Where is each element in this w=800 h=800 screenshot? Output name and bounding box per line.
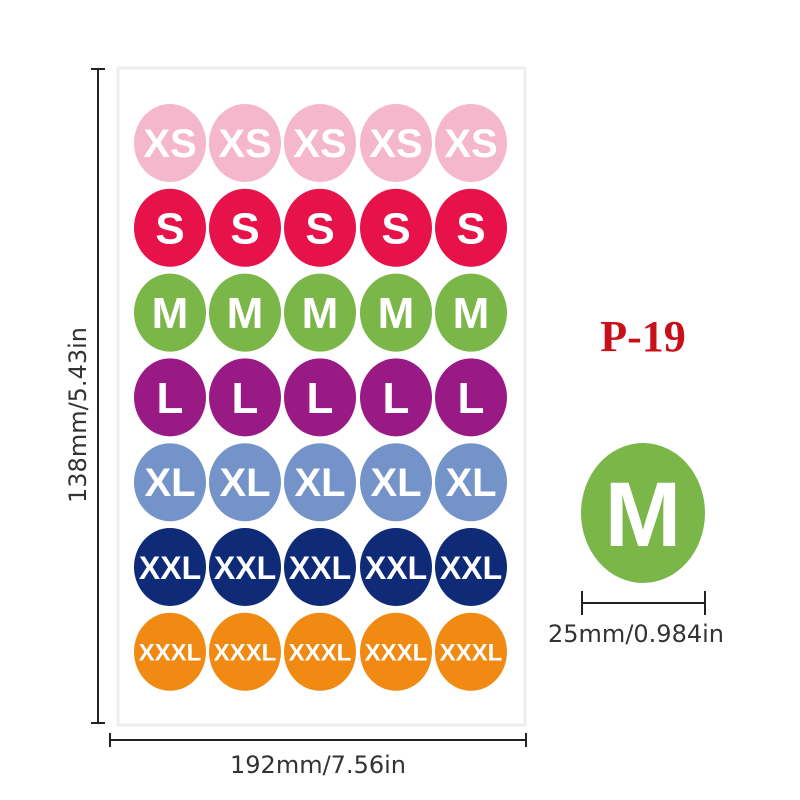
sticker-label: XXL — [365, 550, 427, 586]
sticker-label: L — [307, 374, 334, 423]
sticker — [435, 358, 507, 437]
sticker-label: S — [381, 204, 410, 253]
sticker — [284, 188, 356, 267]
sticker — [134, 528, 206, 606]
sticker-label: XXL — [214, 550, 276, 586]
sticker-label: M — [453, 289, 490, 338]
sticker-label: S — [230, 204, 259, 253]
sticker-label: S — [456, 204, 485, 253]
sticker-label: M — [605, 464, 682, 566]
sticker-label: XXL — [440, 550, 502, 586]
sticker — [134, 104, 206, 182]
sticker-label: L — [383, 374, 410, 423]
sticker-label: XXXL — [365, 639, 428, 666]
sticker-label: XL — [144, 461, 195, 505]
sticker-label: XS — [218, 122, 271, 166]
sticker — [134, 273, 206, 352]
sticker-label: M — [378, 289, 415, 338]
sticker-label: S — [305, 204, 334, 253]
sticker-label: XS — [293, 122, 346, 166]
sticker-label: XS — [369, 122, 422, 166]
sticker — [360, 188, 432, 267]
sticker — [134, 443, 206, 522]
sticker — [435, 188, 507, 267]
height-dimension: 138mm/5.43in — [64, 68, 105, 724]
sticker — [284, 528, 356, 606]
sticker-label: XXXL — [139, 639, 202, 666]
sticker-label: XXXL — [214, 639, 277, 666]
sticker-label: XXXL — [289, 639, 352, 666]
sticker-label: L — [458, 374, 485, 423]
sticker-label: XL — [219, 461, 270, 505]
sample-dimension: 25mm/0.984in — [548, 591, 724, 648]
sticker-label: L — [232, 374, 259, 423]
sticker — [360, 273, 432, 352]
sticker-label: L — [157, 374, 184, 423]
sticker — [209, 104, 281, 182]
sticker — [209, 188, 281, 267]
height-label: 138mm/5.43in — [64, 327, 92, 503]
sticker-label: XL — [294, 461, 345, 505]
sticker — [284, 612, 356, 691]
sticker — [284, 443, 356, 522]
sample-sticker: M — [581, 443, 705, 583]
width-dimension: 192mm/7.56in — [109, 733, 527, 779]
diameter-label: 25mm/0.984in — [548, 620, 724, 648]
sticker — [360, 358, 432, 437]
sticker — [209, 443, 281, 522]
sticker — [435, 104, 507, 182]
sticker — [581, 443, 705, 583]
sticker — [209, 612, 281, 691]
sticker — [209, 528, 281, 606]
sticker-label: XXL — [289, 550, 351, 586]
sticker — [134, 188, 206, 267]
product-code: P-19 — [600, 312, 686, 361]
sticker — [134, 612, 206, 691]
sticker — [360, 104, 432, 182]
sticker — [284, 104, 356, 182]
sticker — [284, 273, 356, 352]
sticker — [360, 528, 432, 606]
sticker-label: M — [152, 289, 189, 338]
sticker-label: XL — [445, 461, 496, 505]
sticker-label: XS — [143, 122, 196, 166]
sticker — [134, 358, 206, 437]
sticker-label: XS — [444, 122, 497, 166]
sticker — [284, 358, 356, 437]
sticker-label: M — [227, 289, 264, 338]
sticker-label: XL — [370, 461, 421, 505]
sticker — [435, 528, 507, 606]
sticker — [209, 273, 281, 352]
sticker — [360, 612, 432, 691]
sticker — [209, 358, 281, 437]
width-label: 192mm/7.56in — [230, 751, 406, 779]
sticker-label: XXXL — [440, 639, 503, 666]
sticker — [435, 443, 507, 522]
sticker — [435, 273, 507, 352]
sticker-label: M — [302, 289, 339, 338]
sticker-label: S — [155, 204, 184, 253]
sticker-label: XXL — [139, 550, 201, 586]
sticker — [360, 443, 432, 522]
sticker — [435, 612, 507, 691]
